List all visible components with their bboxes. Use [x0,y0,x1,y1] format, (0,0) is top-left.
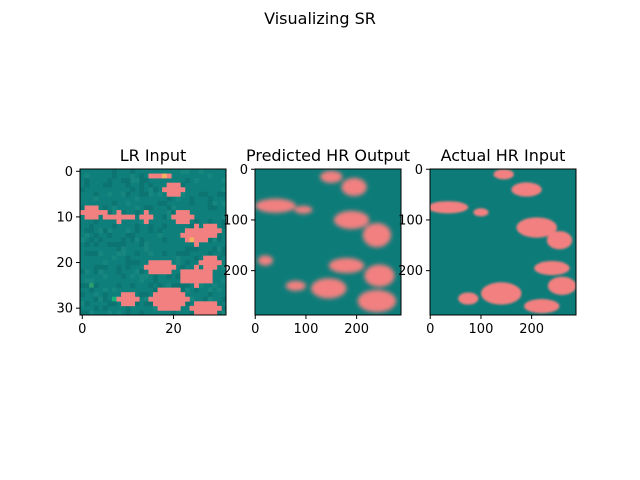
image-area [430,169,576,315]
data-blob [285,280,306,291]
data-blob [341,177,367,197]
data-blob [546,231,573,250]
y-tick-label: 100 [398,213,423,228]
data-blob [189,301,222,315]
data-blob [516,217,557,238]
x-tick-label: 200 [519,322,544,337]
data-blob [257,255,273,266]
data-blob [311,278,347,299]
x-tick-label: 0 [78,322,86,337]
data-blob [143,260,177,275]
data-blob [480,282,522,305]
data-blob [180,264,213,288]
panel-3: Actual HR Input 0 100 200 0 100 200 [398,146,577,337]
data-blob [80,205,108,220]
data-blob [364,264,395,287]
data-blob [139,210,154,225]
x-tick-label: 100 [294,322,319,337]
data-blob [148,287,190,311]
data-blob [320,170,343,183]
data-blob [255,198,296,213]
data-blob [511,182,542,197]
data-blob [534,261,570,276]
figure-suptitle: Visualizing SR [264,9,376,28]
data-blob [171,210,195,225]
pixel-spot [189,237,195,242]
pixel-spot [162,173,167,179]
y-tick-label: 100 [223,213,248,228]
x-tick-label: 200 [344,322,369,337]
y-tick-label: 30 [56,302,73,317]
y-tick-label: 20 [56,256,73,271]
pixel-spot [111,296,117,302]
data-blob [524,299,560,314]
data-blob [198,255,222,270]
data-blob [148,173,172,179]
image-area [80,169,226,315]
x-tick-label: 0 [426,322,434,337]
y-tick-label: 0 [240,163,248,178]
data-blob [328,257,365,274]
panel-title: LR Input [120,146,187,165]
x-tick-label: 100 [469,322,494,337]
data-blob [473,208,489,217]
image-area [255,169,401,315]
data-blob [102,210,136,225]
data-blob [162,182,186,197]
data-blob [547,276,576,295]
axes-frame [254,168,402,316]
y-tick-label: 10 [56,210,73,225]
axes-frame [429,168,577,316]
y-tick-label: 200 [398,264,423,279]
y-tick-label: 0 [415,163,423,178]
pixel-spot [89,283,94,288]
panel-title: Predicted HR Output [246,146,410,165]
data-blob [116,292,140,307]
x-tick-label: 0 [251,322,259,337]
data-blob [493,169,514,180]
panel-1: LR Input 0 20 0 10 20 30 [56,146,227,337]
panel-title: Actual HR Input [441,146,566,165]
data-blob [430,201,469,214]
y-tick-label: 200 [223,264,248,279]
data-blob [333,210,370,230]
data-blob [458,292,479,305]
data-blob [357,289,397,313]
data-blob [362,222,392,248]
data-blob [294,205,313,214]
x-tick-label: 20 [165,322,182,337]
data-blob [198,223,222,238]
y-tick-label: 0 [65,165,73,180]
axes-frame [79,168,227,316]
